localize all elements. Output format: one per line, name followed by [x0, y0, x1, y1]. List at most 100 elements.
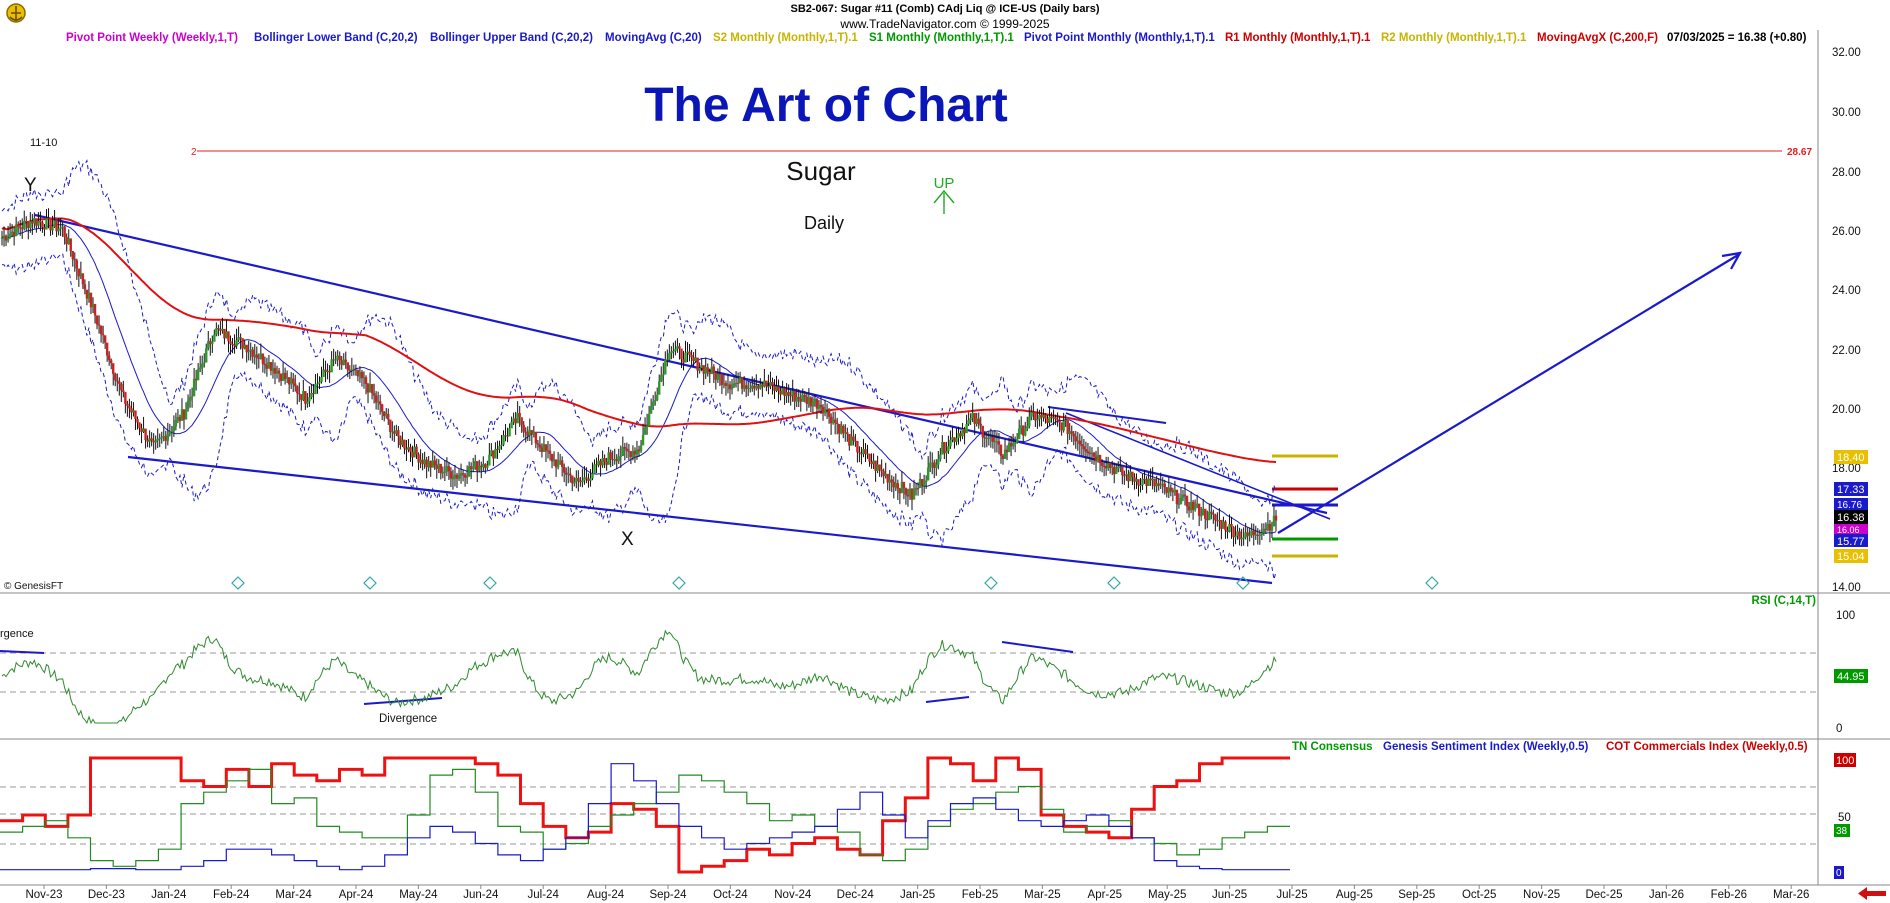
price-candle	[463, 474, 467, 478]
price-candle	[894, 483, 898, 488]
price-tick: 14.00	[1832, 582, 1861, 594]
genesis-credit: © GenesisFT	[4, 581, 64, 592]
price-candle	[908, 488, 912, 497]
rsi-tick: 0	[1836, 723, 1842, 735]
price-candle	[973, 412, 976, 424]
price-candle	[259, 353, 263, 359]
price-candle	[65, 237, 68, 244]
price-candle	[427, 461, 430, 468]
price-candle	[1139, 485, 1142, 487]
price-candle	[443, 471, 447, 473]
price-candle	[124, 392, 127, 404]
price-candle	[623, 447, 627, 449]
price-candle	[518, 412, 521, 418]
price-candle	[989, 436, 993, 438]
price-candle	[198, 367, 202, 370]
price-candle	[1147, 478, 1150, 486]
price-candle	[1108, 463, 1112, 468]
price-candle	[809, 397, 813, 407]
price-candle	[219, 329, 222, 331]
price-candle	[184, 409, 188, 420]
price-bars	[0, 208, 1278, 547]
up-arrow-icon	[933, 189, 955, 214]
price-candle	[251, 349, 254, 357]
short-trendline-1	[1047, 406, 1167, 424]
price-candle	[302, 391, 305, 400]
price-candle	[118, 381, 121, 384]
price-candle	[41, 222, 44, 228]
anchor-logo-icon[interactable]	[6, 3, 26, 23]
price-candle	[1197, 503, 1201, 516]
price-candle	[562, 466, 566, 473]
price-candle	[344, 359, 347, 363]
price-candle	[528, 430, 531, 436]
price-candle	[55, 220, 58, 232]
price-candle	[1003, 449, 1007, 459]
price-candle	[37, 220, 40, 226]
price-candle	[548, 450, 552, 454]
price-candle	[1017, 428, 1021, 440]
price-candle	[1254, 534, 1257, 536]
price-candle	[1159, 484, 1162, 486]
price-candle	[89, 292, 93, 308]
price-candle	[257, 357, 261, 359]
scroll-back-button[interactable]	[1856, 886, 1888, 901]
rsi-label: RSI (C,14,T)	[1751, 595, 1816, 607]
price-candle	[878, 464, 881, 470]
price-candle	[1127, 474, 1130, 482]
price-candle	[554, 459, 558, 468]
price-candle	[346, 362, 349, 371]
price-candle	[1216, 520, 1219, 522]
price-candle	[906, 494, 910, 497]
price-candle	[631, 450, 635, 457]
price-candle	[223, 328, 226, 339]
price-candle	[550, 453, 554, 462]
price-candle	[247, 350, 250, 353]
rsi-tick: 100	[1836, 610, 1855, 622]
price-candle	[188, 397, 192, 401]
price-tick: 26.00	[1832, 226, 1861, 238]
price-candle	[793, 390, 796, 402]
price-tick: 18.00	[1832, 463, 1861, 475]
price-candle	[482, 463, 485, 468]
price-candle	[886, 473, 889, 483]
time-axis-label: Jan-25	[900, 889, 935, 901]
price-candle	[128, 405, 131, 409]
price-candle	[864, 449, 867, 455]
price-candle	[890, 479, 893, 482]
price-candle	[941, 441, 944, 455]
price-candle	[651, 401, 655, 407]
price-candle	[174, 420, 178, 427]
price-candle	[965, 424, 968, 434]
price-candle	[660, 375, 663, 382]
price-candle	[868, 453, 871, 462]
price-candle	[39, 220, 42, 223]
price-tags: 18.40 17.33 16.76 16.38 16.06 15.77 15.0…	[1834, 450, 1868, 563]
projection-arrow	[1277, 251, 1743, 534]
price-candle	[289, 378, 293, 385]
price-candle	[152, 440, 155, 443]
price-candle	[186, 400, 190, 410]
price-candle	[1022, 425, 1025, 436]
price-candle	[1187, 506, 1191, 511]
price-candle	[678, 346, 681, 349]
up-label: UP	[934, 175, 955, 192]
price-candle	[694, 357, 697, 361]
legend-last-price: 07/03/2025 = 16.38 (+0.80)	[1667, 32, 1807, 44]
price-candle	[59, 227, 62, 229]
time-axis-label: Jul-24	[528, 889, 560, 901]
price-candle	[718, 373, 722, 375]
price-candle	[1210, 511, 1213, 514]
price-candle	[957, 433, 960, 439]
price-candle	[1030, 412, 1033, 417]
price-candle	[670, 351, 673, 354]
svg-text:16.76: 16.76	[1837, 500, 1862, 511]
price-candle	[971, 412, 974, 419]
price-candle	[831, 419, 835, 424]
price-candle	[686, 351, 689, 353]
price-candle	[639, 445, 643, 452]
price-candle	[368, 384, 372, 393]
price-candle	[987, 437, 991, 439]
price-candle	[1202, 508, 1205, 516]
